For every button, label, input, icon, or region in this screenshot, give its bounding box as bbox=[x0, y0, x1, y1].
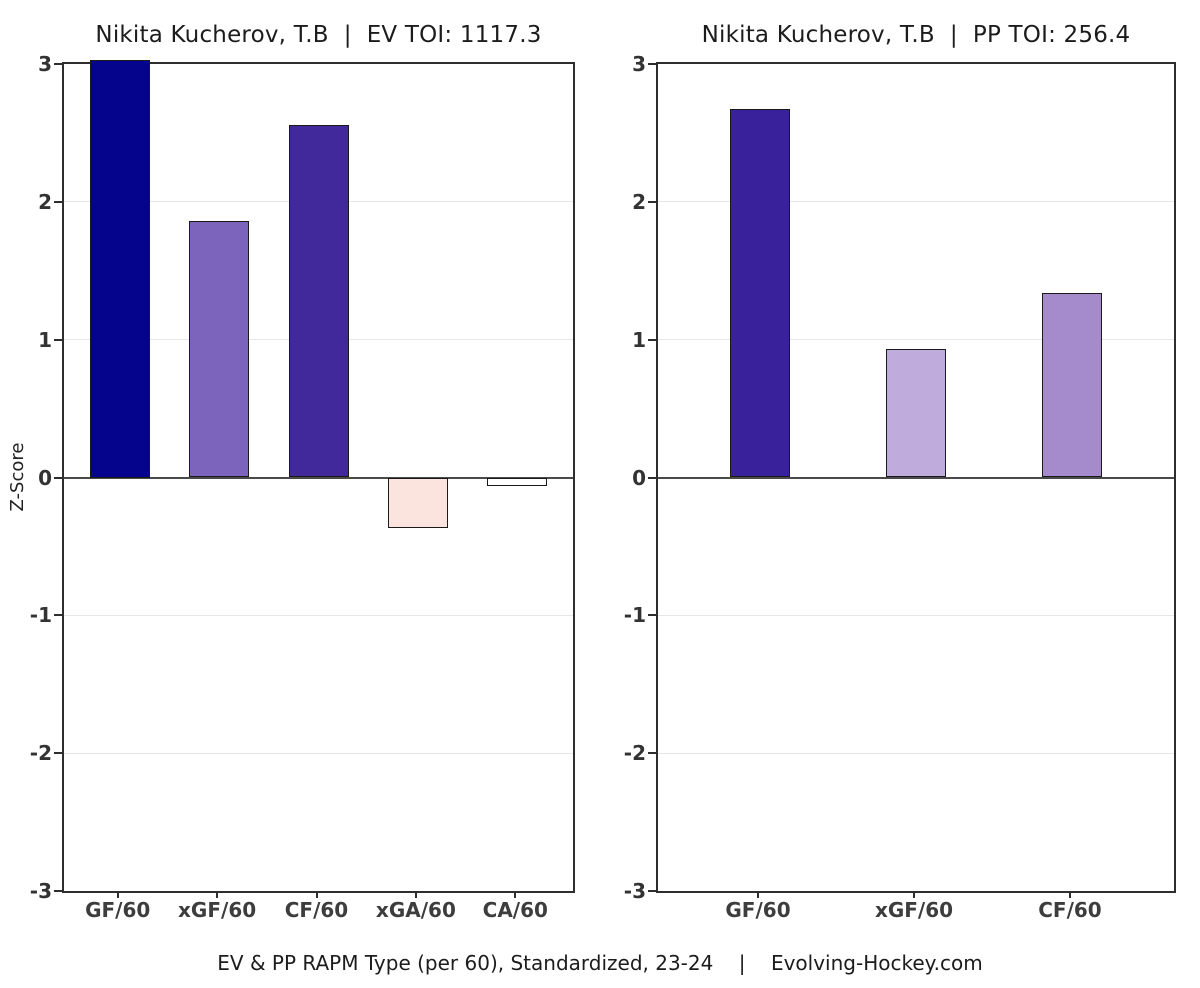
x-tick-label-2: CF/60 bbox=[1038, 898, 1102, 922]
ev-plot-area bbox=[62, 59, 575, 893]
y-tick-label--2: -2 bbox=[29, 741, 52, 766]
x-tick-mark bbox=[514, 891, 517, 898]
gridline-y-1 bbox=[64, 614, 573, 616]
y-tick-label--3: -3 bbox=[623, 879, 646, 903]
x-tick-label-1: xGF/60 bbox=[178, 898, 257, 922]
pp-chart-title: Nikita Kucherov, T.B | PP TOI: 256.4 bbox=[701, 22, 1131, 48]
x-tick-label-1: xGF/60 bbox=[874, 898, 954, 922]
y-tick-mark bbox=[54, 752, 62, 755]
bar-gf-60 bbox=[89, 59, 150, 478]
zero-axis-line bbox=[64, 476, 573, 479]
bar-cf-60 bbox=[1042, 292, 1102, 478]
figure-caption: EV & PP RAPM Type (per 60), Standardized… bbox=[217, 951, 983, 975]
ev-chart-title: Nikita Kucherov, T.B | EV TOI: 1117.3 bbox=[95, 22, 542, 48]
y-tick-label--3: -3 bbox=[29, 879, 52, 903]
bar-ca-60 bbox=[487, 477, 548, 486]
y-tick-label--1: -1 bbox=[29, 603, 52, 628]
gridline-y-2 bbox=[658, 752, 1174, 754]
x-tick-label-2: CF/60 bbox=[284, 898, 349, 922]
y-tick-label-2: 2 bbox=[38, 189, 52, 214]
x-tick-mark bbox=[757, 891, 759, 898]
y-tick-mark bbox=[648, 200, 656, 203]
pp-plot-area bbox=[656, 62, 1176, 893]
x-tick-label-0: GF/60 bbox=[725, 898, 791, 922]
bar-gf-60 bbox=[730, 109, 790, 478]
y-tick-mark bbox=[54, 890, 62, 892]
y-tick-label-3: 3 bbox=[38, 52, 52, 76]
y-tick-label--1: -1 bbox=[623, 603, 646, 628]
x-tick-mark bbox=[1069, 891, 1071, 898]
y-tick-mark bbox=[648, 476, 656, 479]
y-tick-mark bbox=[54, 338, 62, 341]
bar-xga-60 bbox=[387, 477, 448, 529]
y-tick-label-0: 0 bbox=[38, 465, 52, 490]
y-tick-label-0: 0 bbox=[632, 465, 646, 490]
gridline-y-1 bbox=[658, 614, 1174, 616]
zero-axis-line bbox=[658, 476, 1174, 479]
y-tick-mark bbox=[648, 752, 656, 755]
x-tick-label-4: CA/60 bbox=[482, 898, 548, 922]
x-tick-label-0: GF/60 bbox=[85, 898, 151, 922]
y-tick-mark bbox=[54, 476, 62, 479]
y-tick-mark bbox=[54, 614, 62, 617]
x-tick-mark bbox=[216, 891, 219, 898]
y-tick-label--2: -2 bbox=[623, 741, 646, 766]
y-tick-mark bbox=[648, 338, 656, 341]
x-tick-mark bbox=[315, 891, 318, 898]
y-tick-label-2: 2 bbox=[632, 189, 646, 214]
y-tick-mark bbox=[54, 63, 62, 65]
pp-chart-panel: Nikita Kucherov, T.B | PP TOI: 256.4 3 2 1… bbox=[594, 0, 1200, 945]
bar-xgf-60 bbox=[189, 221, 250, 478]
y-tick-mark bbox=[54, 200, 62, 203]
x-tick-label-3: xGA/60 bbox=[375, 898, 456, 922]
y-tick-label-1: 1 bbox=[632, 327, 646, 352]
y-tick-label-3: 3 bbox=[632, 52, 646, 76]
ev-chart-panel: Nikita Kucherov, T.B | EV TOI: 1117.3 Z-… bbox=[0, 0, 594, 945]
gridline-y-2 bbox=[64, 752, 573, 754]
gridline-y1 bbox=[658, 339, 1174, 341]
bar-xgf-60 bbox=[886, 349, 946, 478]
y-tick-mark bbox=[648, 890, 656, 892]
x-tick-mark bbox=[116, 891, 119, 898]
x-tick-mark bbox=[913, 891, 915, 898]
gridline-y2 bbox=[658, 201, 1174, 203]
x-tick-mark bbox=[414, 891, 417, 898]
y-tick-label-1: 1 bbox=[38, 327, 52, 352]
y-tick-mark bbox=[648, 614, 656, 617]
y-tick-mark bbox=[648, 63, 656, 65]
bar-cf-60 bbox=[288, 124, 349, 478]
